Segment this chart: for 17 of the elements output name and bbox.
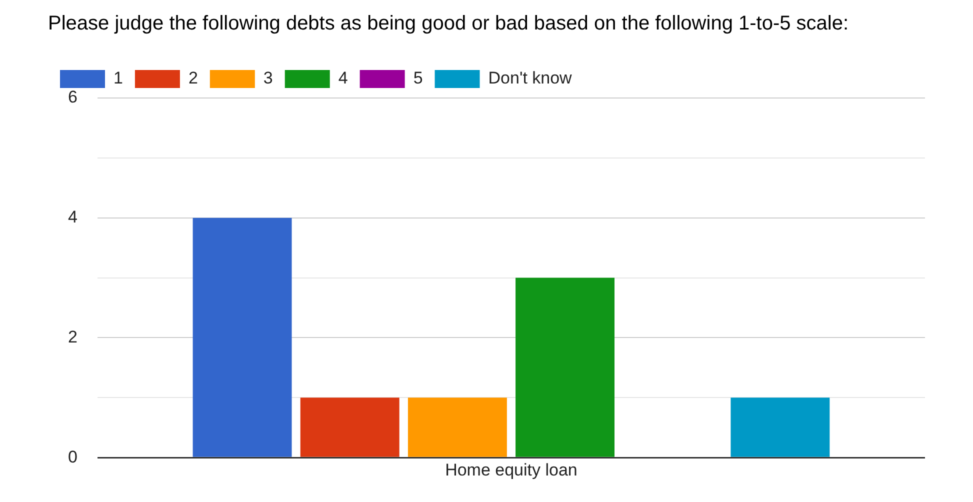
bar <box>516 278 615 457</box>
y-tick-label: 4 <box>68 208 78 227</box>
bar <box>300 398 400 457</box>
y-tick-label: 6 <box>68 88 78 107</box>
bar <box>408 398 507 457</box>
bar <box>192 218 292 457</box>
legend-label: 3 <box>263 68 273 88</box>
y-tick-label: 0 <box>68 447 78 466</box>
chart-title: Please judge the following debts as being good or bad based on the following 1-to-5 scale: <box>48 12 849 35</box>
legend-label: Don't know <box>488 68 573 88</box>
legend-label: 1 <box>114 68 123 88</box>
x-tick-label: Home equity loan <box>445 460 578 480</box>
legend-label: 2 <box>188 68 198 88</box>
bar <box>730 398 830 457</box>
y-tick-label: 2 <box>68 327 78 346</box>
legend-label: 4 <box>338 68 348 88</box>
legend-label: 5 <box>413 68 423 88</box>
